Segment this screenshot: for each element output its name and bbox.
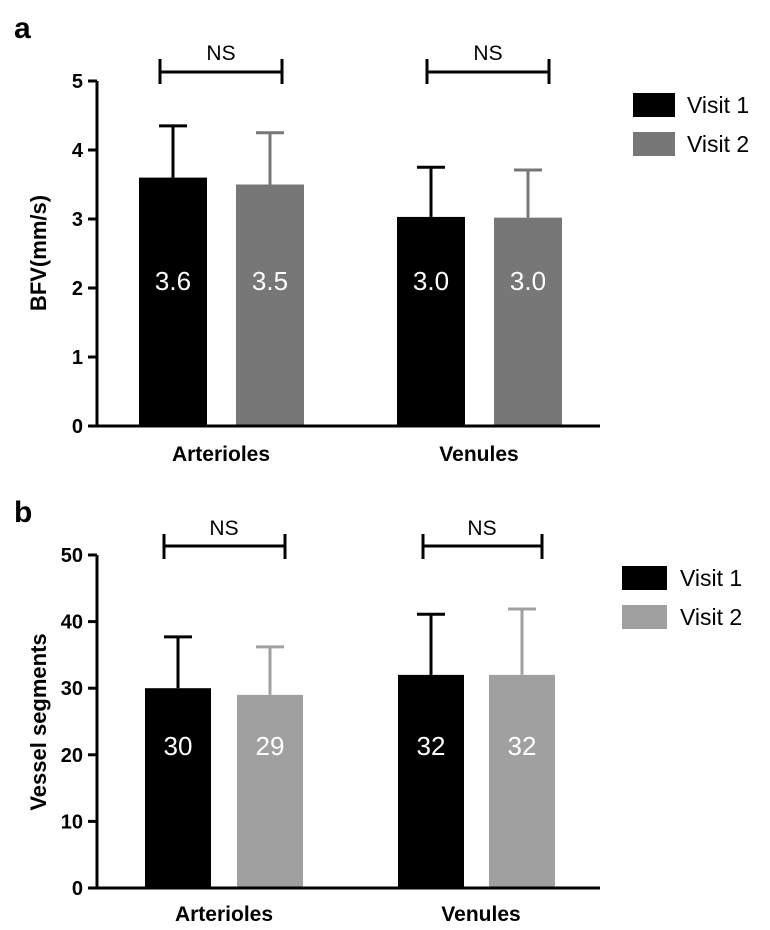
panel-b-y-tick-label: 20 <box>61 745 83 767</box>
panel-b-bracket-venules <box>421 534 544 559</box>
panel-a-significance-venules: NS <box>425 42 551 84</box>
panel-a-error-bars <box>159 124 542 218</box>
panel-b-venules-visit-1-bar <box>398 674 464 888</box>
panel-b-category-venules: Venules <box>441 903 520 926</box>
panel-b-y-tick-label: 30 <box>61 678 83 700</box>
panel-b-bracket-arterioles <box>162 534 287 559</box>
panel-a-arterioles-visit-2-value-label: 3.5 <box>252 266 288 296</box>
panel-b-legend-swatch-visit-1 <box>622 566 667 590</box>
panel-b-arterioles-visit-2-value-label: 29 <box>256 731 285 761</box>
panel-a-y-tick-label: 3 <box>72 209 83 231</box>
panel-a-value-labels: 3.6 3.5 3.0 3.0 <box>155 266 546 296</box>
panel-a-y-tick-label: 1 <box>72 347 83 369</box>
panel-a-arterioles-visit-1-value-label: 3.6 <box>155 266 191 296</box>
panel-b-y-ticks: 0 10 20 30 40 50 <box>61 545 97 900</box>
panel-a-category-venules: Venules <box>439 443 518 466</box>
panel-b-arterioles-visit-1-bar <box>145 688 211 888</box>
panel-b-y-tick-label: 10 <box>61 811 83 833</box>
panel-a-legend-label-visit-1: Visit 1 <box>687 92 749 118</box>
panel-a-letter: a <box>14 12 31 45</box>
panel-b-value-labels: 30 29 32 32 <box>164 731 537 761</box>
panel-a-y-tick-label: 4 <box>72 140 84 162</box>
panel-b-ns-label-arterioles: NS <box>209 517 238 540</box>
panel-a-venules-visit-2-bar <box>494 217 562 426</box>
panel-b-letter: b <box>14 496 32 529</box>
panel-b-y-tick-label: 50 <box>61 545 83 567</box>
panel-b-legend: Visit 1 Visit 2 <box>622 565 742 630</box>
panel-a: a BFV(mm/s) 0 1 2 3 4 5 3.6 3.5 3.0 3.0 Arteriol… <box>14 12 749 466</box>
panel-b-arterioles-visit-2-bar <box>237 694 303 888</box>
panel-a-y-axis-title: BFV(mm/s) <box>26 195 51 311</box>
panel-a-bracket-venules <box>425 59 551 84</box>
panel-b-venules-visit-2-bar <box>489 674 555 888</box>
panel-a-ns-label-arterioles: NS <box>206 42 235 65</box>
panel-a-arterioles-visit-1-bar <box>139 177 207 426</box>
panel-a-legend-label-visit-2: Visit 2 <box>687 131 749 157</box>
panel-a-y-tick-label: 5 <box>72 71 83 93</box>
panel-b-y-tick-label: 40 <box>61 612 83 634</box>
panel-b: b Vessel segments 0 10 20 30 40 50 30 29 32 32 A… <box>14 496 742 926</box>
panel-b-significance-venules: NS <box>421 517 544 559</box>
panel-a-legend: Visit 1 Visit 2 <box>633 92 749 157</box>
panel-a-significance-arterioles: NS <box>158 42 284 84</box>
panel-a-ns-label-venules: NS <box>473 42 502 65</box>
panel-b-venules-visit-1-value-label: 32 <box>417 731 446 761</box>
panel-b-category-arterioles: Arterioles <box>175 903 273 926</box>
panel-b-ns-label-venules: NS <box>467 517 496 540</box>
panel-b-error-bars <box>164 607 536 695</box>
panel-a-venules-visit-1-value-label: 3.0 <box>413 266 449 296</box>
panel-a-y-tick-label: 2 <box>72 278 83 300</box>
panel-b-legend-swatch-visit-2 <box>622 605 667 629</box>
panel-b-legend-label-visit-1: Visit 1 <box>680 565 742 591</box>
panel-b-arterioles-visit-1-value-label: 30 <box>164 731 193 761</box>
panel-b-y-tick-label: 0 <box>72 878 83 900</box>
panel-a-category-arterioles: Arterioles <box>172 443 270 466</box>
panel-b-bars <box>145 674 555 888</box>
panel-a-venules-visit-2-value-label: 3.0 <box>510 266 546 296</box>
panel-a-y-tick-label: 0 <box>72 416 83 438</box>
panel-b-y-axis-title: Vessel segments <box>26 633 51 810</box>
panel-a-legend-swatch-visit-2 <box>633 132 675 156</box>
panel-b-legend-label-visit-2: Visit 2 <box>680 604 742 630</box>
panel-b-venules-visit-2-value-label: 32 <box>508 731 537 761</box>
panel-a-y-ticks: 0 1 2 3 4 5 <box>72 71 97 438</box>
panel-a-bars <box>139 177 562 426</box>
panel-b-significance-arterioles: NS <box>162 517 287 559</box>
panel-a-arterioles-visit-2-bar <box>236 184 304 426</box>
panel-a-venules-visit-1-bar <box>397 216 465 426</box>
panel-a-bracket-arterioles <box>158 59 284 84</box>
panel-a-legend-swatch-visit-1 <box>633 93 675 117</box>
